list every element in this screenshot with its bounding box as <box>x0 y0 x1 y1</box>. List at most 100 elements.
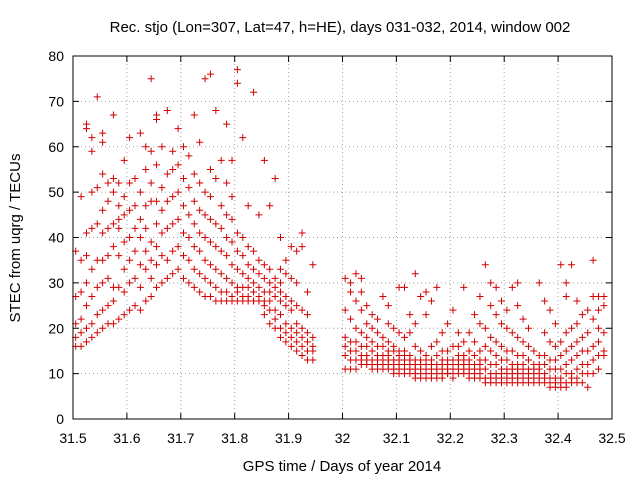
data-point <box>271 306 279 314</box>
data-point <box>99 306 107 314</box>
data-point <box>196 288 204 296</box>
data-point <box>557 351 565 359</box>
plot-frame <box>72 55 613 420</box>
data-point <box>422 288 430 296</box>
data-point <box>158 252 166 260</box>
data-point <box>293 320 301 328</box>
data-point <box>77 288 85 296</box>
data-point <box>427 342 435 350</box>
data-point <box>481 365 489 373</box>
data-point <box>147 256 155 264</box>
data-point <box>541 329 549 337</box>
x-axis-label: GPS time / Days of year 2014 <box>243 458 441 475</box>
data-point <box>163 197 171 205</box>
data-point <box>99 324 107 332</box>
data-point <box>595 324 603 332</box>
data-point <box>233 265 241 273</box>
data-point <box>174 161 182 169</box>
data-point <box>524 342 532 350</box>
data-point <box>309 261 317 269</box>
data-point <box>120 211 128 219</box>
data-point <box>568 324 576 332</box>
data-point <box>153 161 161 169</box>
data-point <box>190 283 198 291</box>
data-point <box>417 292 425 300</box>
data-point <box>411 342 419 350</box>
data-point <box>309 333 317 341</box>
y-tick-label: 10 <box>48 366 64 382</box>
data-point <box>185 256 193 264</box>
data-point <box>503 306 511 314</box>
data-point <box>153 197 161 205</box>
data-point <box>255 270 263 278</box>
data-point <box>217 270 225 278</box>
data-point <box>147 292 155 300</box>
data-point <box>228 193 236 201</box>
data-point <box>277 234 285 241</box>
data-point <box>239 270 247 278</box>
data-point <box>417 347 425 355</box>
data-point <box>352 297 360 305</box>
data-point <box>557 338 565 346</box>
data-point <box>109 220 117 228</box>
data-point <box>158 143 166 151</box>
data-point <box>109 188 117 196</box>
data-point <box>153 220 161 228</box>
data-point <box>206 165 214 173</box>
data-point <box>368 338 376 346</box>
data-point <box>444 347 452 355</box>
data-point <box>212 283 220 291</box>
data-point <box>293 302 301 310</box>
data-point <box>233 66 241 74</box>
data-point <box>260 311 268 319</box>
data-point <box>584 383 592 391</box>
data-point <box>217 224 225 232</box>
data-point <box>557 261 565 269</box>
data-point <box>142 297 150 305</box>
data-point <box>93 220 101 228</box>
data-point <box>179 175 187 183</box>
data-point <box>82 120 90 128</box>
data-point <box>524 324 532 332</box>
data-point <box>562 347 570 355</box>
data-point <box>357 288 365 296</box>
data-point <box>82 324 90 332</box>
data-point <box>266 265 274 273</box>
data-point <box>190 197 198 205</box>
data-point <box>131 247 139 255</box>
data-point <box>120 156 128 164</box>
data-point <box>115 179 123 187</box>
data-point <box>347 279 355 287</box>
data-point <box>88 320 96 328</box>
data-point <box>498 320 506 328</box>
data-point <box>196 138 204 146</box>
data-point <box>115 224 123 232</box>
data-point <box>514 279 522 287</box>
data-point <box>99 170 107 178</box>
data-point <box>352 347 360 355</box>
data-point <box>600 347 608 355</box>
data-point <box>88 147 96 155</box>
data-point <box>109 175 117 183</box>
data-point <box>600 329 608 337</box>
data-point <box>395 329 403 337</box>
data-point <box>223 179 231 187</box>
data-point <box>374 315 382 323</box>
data-point <box>508 329 516 337</box>
data-point <box>573 365 581 373</box>
data-point <box>223 211 231 219</box>
data-point <box>535 279 543 287</box>
data-point <box>277 324 285 332</box>
data-point <box>422 311 430 319</box>
data-point <box>228 292 236 300</box>
data-point <box>77 193 85 201</box>
data-point <box>196 270 204 278</box>
data-point <box>131 175 139 183</box>
data-point <box>115 215 123 223</box>
data-point <box>400 333 408 341</box>
data-point <box>573 297 581 305</box>
data-point <box>126 179 134 187</box>
data-point <box>174 265 182 273</box>
data-point <box>503 324 511 332</box>
data-point <box>487 347 495 355</box>
